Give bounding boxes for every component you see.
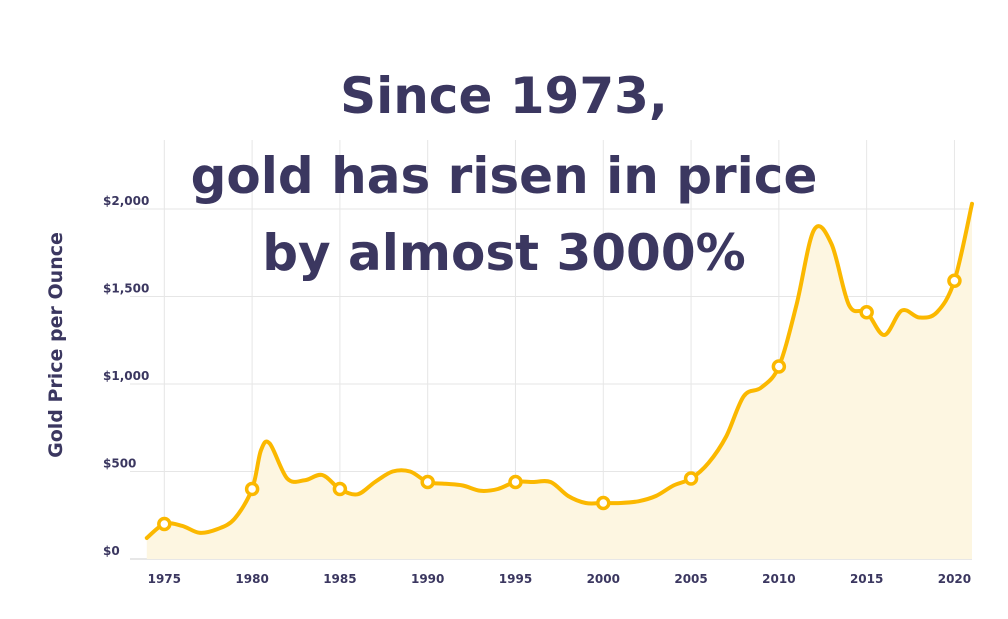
data-point-marker — [947, 273, 962, 288]
gold-price-line — [144, 201, 974, 540]
data-point-marker — [859, 305, 874, 320]
data-point-marker — [157, 516, 172, 532]
x-tick-label: 1985 — [323, 572, 356, 586]
data-point-marker — [420, 474, 435, 490]
y-tick-labels: $0 $500 $1,000 $1,500 $2,000 — [103, 194, 149, 558]
x-tick-label: 2005 — [674, 572, 707, 586]
x-tick-label: 2020 — [938, 572, 971, 586]
title-line-1: Since 1973, — [340, 67, 668, 125]
data-point-marker — [771, 359, 787, 374]
data-point-marker — [596, 495, 611, 511]
chart-title: Since 1973, gold has risen in price by a… — [191, 67, 818, 282]
marker-layer — [157, 273, 962, 532]
x-tick-label: 2015 — [850, 572, 883, 586]
gold-price-area — [146, 203, 973, 560]
x-tick-label: 2000 — [587, 572, 620, 586]
x-tick-label: 1980 — [235, 572, 268, 586]
x-tick-labels: 1975 1980 1985 1990 1995 2000 2005 2010 2015 2020 — [148, 572, 972, 586]
x-tick-label: 1975 — [148, 572, 181, 586]
x-tick-label: 2010 — [762, 572, 795, 586]
y-tick-label: $2,000 — [103, 194, 149, 208]
y-tick-label: $500 — [103, 457, 136, 471]
data-point-marker — [332, 481, 348, 497]
data-point-marker — [683, 471, 699, 486]
x-tick-label: 1995 — [499, 572, 532, 586]
title-line-3: by almost 3000% — [262, 224, 745, 282]
y-axis-label: Gold Price per Ounce — [45, 232, 67, 458]
data-point-marker — [508, 474, 523, 490]
y-tick-label: $1,000 — [103, 369, 149, 383]
y-tick-label: $1,500 — [103, 282, 149, 296]
y-tick-label: $0 — [103, 544, 120, 558]
title-line-2: gold has risen in price — [191, 147, 818, 205]
data-point-marker — [244, 481, 260, 497]
x-tick-label: 1990 — [411, 572, 444, 586]
